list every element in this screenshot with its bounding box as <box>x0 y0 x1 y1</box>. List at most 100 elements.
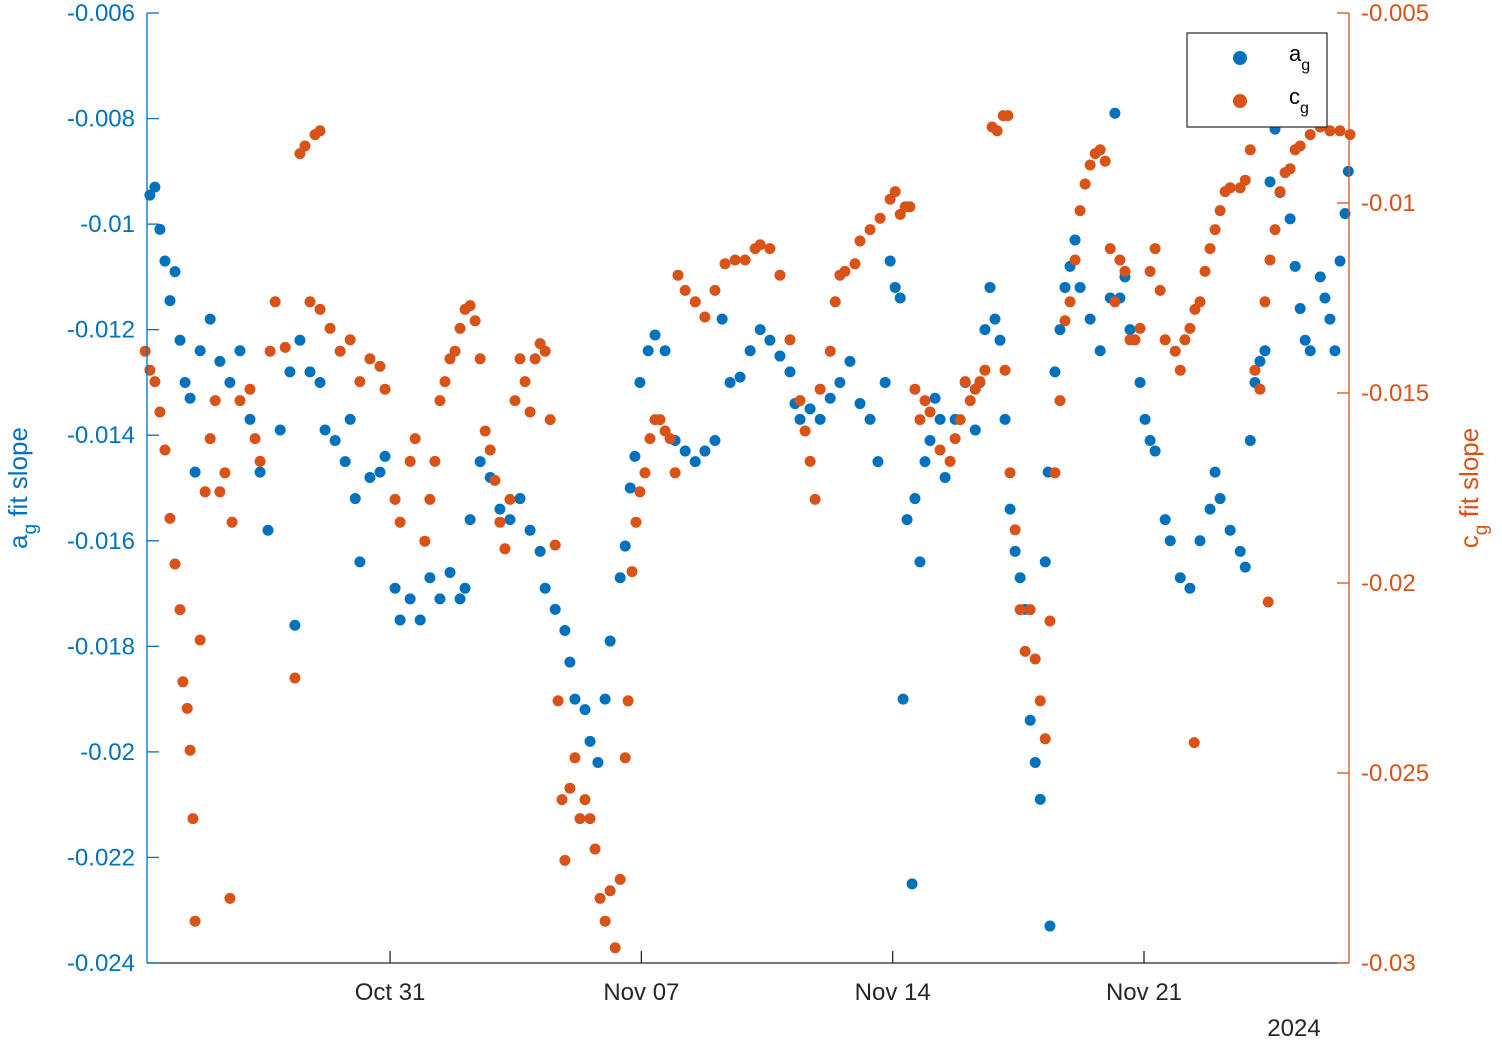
data-point-c-g <box>1244 144 1256 156</box>
data-point-c-g <box>1284 163 1296 175</box>
data-point-a-g <box>1059 281 1071 293</box>
data-point-a-g <box>754 324 766 336</box>
data-point-a-g <box>1204 503 1216 515</box>
data-point-c-g <box>434 395 446 407</box>
data-point-a-g <box>354 556 366 568</box>
data-point-a-g <box>689 456 701 468</box>
data-point-c-g <box>289 672 301 684</box>
data-point-c-g <box>1024 604 1036 616</box>
data-point-a-g <box>1259 345 1271 357</box>
data-point-a-g <box>194 345 206 357</box>
data-point-c-g <box>1019 645 1031 657</box>
data-point-a-g <box>204 313 216 325</box>
data-point-a-g <box>404 593 416 605</box>
data-point-a-g <box>934 413 946 425</box>
data-point-c-g <box>494 516 506 528</box>
data-point-a-g <box>1044 920 1056 932</box>
data-point-c-g <box>224 892 236 904</box>
data-point-a-g <box>1144 435 1156 446</box>
data-point-c-g <box>474 353 486 365</box>
data-point-a-g <box>979 324 991 336</box>
data-point-a-g <box>274 424 286 436</box>
data-point-a-g <box>1149 445 1161 457</box>
data-point-c-g <box>1249 364 1261 376</box>
data-point-c-g <box>1059 315 1071 327</box>
data-point-c-g <box>1129 334 1141 346</box>
data-point-c-g <box>804 455 816 467</box>
data-point-a-g <box>592 756 604 768</box>
data-point-a-g <box>1319 292 1331 304</box>
data-point-a-g <box>1194 535 1206 547</box>
left-tick-label: -0.006 <box>67 0 135 27</box>
data-point-a-g <box>897 693 909 705</box>
data-point-c-g <box>784 334 796 346</box>
data-point-c-g <box>630 516 642 528</box>
legend-label-c-g: cg <box>1289 84 1309 117</box>
data-point-a-g <box>1134 376 1146 388</box>
data-point-c-g <box>679 284 691 296</box>
data-point-c-g <box>1179 334 1191 346</box>
legend: ag cg <box>1186 32 1328 128</box>
data-point-c-g <box>849 258 861 270</box>
data-point-c-g <box>622 695 634 707</box>
axes: -0.006 -0.008 -0.01 -0.012 -0.014 -0.016 -0.01… <box>67 0 1429 1006</box>
data-point-c-g <box>954 414 966 426</box>
data-point-a-g <box>1084 313 1096 325</box>
data-point-a-g <box>474 456 486 468</box>
data-point-c-g <box>909 383 921 395</box>
x-tick-label: Nov 07 <box>603 979 679 1006</box>
data-point-c-g <box>1049 467 1061 479</box>
data-point-a-g <box>784 366 796 378</box>
left-tick-label: -0.016 <box>67 528 135 555</box>
data-point-c-g <box>181 702 193 714</box>
data-point-a-g <box>149 181 161 193</box>
data-point-a-g <box>224 376 236 388</box>
data-point-c-g <box>164 512 176 524</box>
data-point-a-g <box>1174 572 1186 584</box>
data-point-c-g <box>699 311 711 323</box>
data-point-a-g <box>539 582 551 594</box>
data-point-a-g <box>344 413 356 425</box>
data-point-c-g <box>514 353 526 365</box>
data-point-c-g <box>189 915 201 927</box>
data-point-c-g <box>1334 125 1346 137</box>
data-point-a-g <box>614 572 626 584</box>
data-point-c-g <box>854 235 866 247</box>
data-point-c-g <box>604 885 616 897</box>
data-point-a-g <box>179 376 191 388</box>
data-point-a-g <box>879 376 891 388</box>
right-tick-label: -0.02 <box>1361 570 1416 597</box>
data-point-c-g <box>1002 110 1014 122</box>
data-point-a-g <box>494 503 506 515</box>
data-point-a-g <box>1004 503 1016 515</box>
data-point-a-g <box>1159 514 1171 526</box>
data-point-a-g <box>716 313 728 325</box>
data-point-c-g <box>814 383 826 395</box>
data-point-a-g <box>414 614 426 626</box>
data-point-c-g <box>249 433 261 445</box>
data-point-c-g <box>949 433 961 445</box>
data-point-a-g <box>1224 524 1236 536</box>
data-point-c-g <box>1264 254 1276 266</box>
data-point-a-g <box>994 334 1006 346</box>
data-point-a-g <box>289 619 301 631</box>
data-point-c-g <box>614 873 626 885</box>
data-point-c-g <box>999 364 1011 376</box>
data-point-a-g <box>1314 271 1326 283</box>
data-point-a-g <box>434 593 446 605</box>
data-point-a-g <box>339 456 351 468</box>
data-point-c-g <box>672 269 684 281</box>
legend-marker-c-g <box>1233 94 1247 108</box>
data-point-a-g <box>989 313 1001 325</box>
data-point-c-g <box>839 265 851 277</box>
data-point-a-g <box>234 345 246 357</box>
data-point-c-g <box>194 634 206 646</box>
data-point-c-g <box>739 254 751 266</box>
data-point-c-g <box>314 125 326 137</box>
data-point-c-g <box>809 493 821 505</box>
data-point-c-g <box>564 782 576 794</box>
data-point-a-g <box>154 223 166 235</box>
data-point-a-g <box>824 392 836 404</box>
data-point-c-g <box>279 341 291 353</box>
data-point-a-g <box>1324 313 1336 325</box>
